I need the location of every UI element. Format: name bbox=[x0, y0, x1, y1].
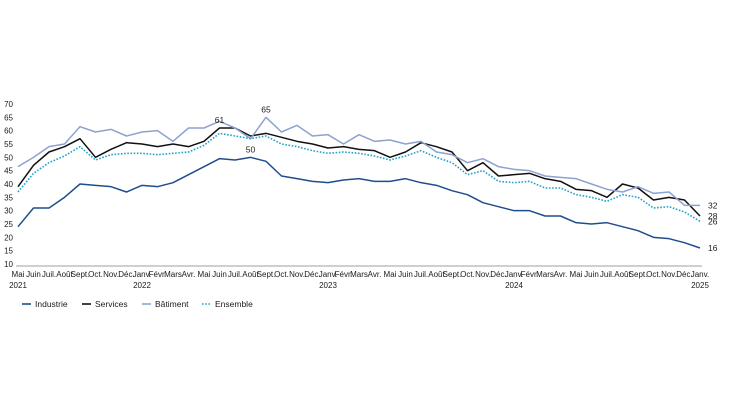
data-label: 16 bbox=[708, 243, 718, 253]
y-tick-label: 15 bbox=[4, 247, 13, 256]
y-tick-label: 25 bbox=[4, 220, 13, 229]
x-tick-label: Juil. bbox=[600, 270, 614, 279]
x-tick-label: Juin bbox=[584, 270, 599, 279]
x-tick-label: Févr. bbox=[149, 270, 167, 279]
x-tick-label: Sept. bbox=[257, 270, 276, 279]
data-label: 32 bbox=[708, 200, 718, 210]
x-tick-label: Juin bbox=[212, 270, 227, 279]
data-label: 65 bbox=[261, 104, 271, 114]
x-tick-label: Janv. bbox=[691, 270, 710, 279]
y-tick-label: 40 bbox=[4, 180, 13, 189]
y-tick-label: 45 bbox=[4, 167, 13, 176]
year-label: 2023 bbox=[319, 281, 337, 290]
x-tick-label: Avr. bbox=[554, 270, 568, 279]
series-line-industrie bbox=[17, 156, 701, 249]
y-tick-label: 65 bbox=[4, 113, 13, 122]
series-line-services bbox=[17, 127, 701, 217]
x-tick-label: Mai bbox=[198, 270, 211, 279]
x-tick-label: Janv. bbox=[133, 270, 152, 279]
y-tick-label: 60 bbox=[4, 127, 13, 136]
x-tick-label: Oct. bbox=[460, 270, 475, 279]
x-tick-label: Juil. bbox=[414, 270, 428, 279]
data-label: 26 bbox=[708, 216, 718, 226]
y-tick-label: 50 bbox=[4, 153, 13, 162]
y-tick-label: 30 bbox=[4, 207, 13, 216]
series-line-ensemble bbox=[17, 132, 701, 223]
data-label: 50 bbox=[246, 144, 256, 154]
year-label: 2024 bbox=[505, 281, 523, 290]
y-tick-label: 70 bbox=[4, 100, 13, 109]
x-tick-label: Nov. bbox=[661, 270, 677, 279]
y-tick-label: 35 bbox=[4, 193, 13, 202]
x-tick-label: Mai bbox=[570, 270, 583, 279]
x-tick-label: Déc. bbox=[118, 270, 134, 279]
x-tick-label: Mai bbox=[384, 270, 397, 279]
x-tick-label: Mai bbox=[12, 270, 25, 279]
x-tick-label: Janv. bbox=[319, 270, 338, 279]
y-tick-label: 55 bbox=[4, 140, 13, 149]
x-tick-label: Févr. bbox=[521, 270, 539, 279]
legend-label-services: Services bbox=[95, 299, 128, 309]
y-tick-label: 10 bbox=[4, 260, 13, 269]
x-tick-label: Juil. bbox=[228, 270, 242, 279]
x-tick-label: Avr. bbox=[368, 270, 382, 279]
x-tick-label: Oct. bbox=[274, 270, 289, 279]
x-tick-label: Nov. bbox=[289, 270, 305, 279]
legend-label-batiment: Bâtiment bbox=[155, 299, 189, 309]
x-tick-label: Janv. bbox=[505, 270, 524, 279]
legend: Industrie Services Bâtiment Ensemble bbox=[22, 299, 253, 309]
x-tick-label: Déc. bbox=[676, 270, 692, 279]
data-label: 61 bbox=[215, 115, 225, 125]
data-label: 28 bbox=[708, 211, 718, 221]
x-tick-label: Mars bbox=[164, 270, 182, 279]
x-tick-label: Juil. bbox=[42, 270, 56, 279]
x-tick-label: Juin bbox=[26, 270, 41, 279]
year-label: 2022 bbox=[133, 281, 151, 290]
x-tick-label: Août bbox=[242, 270, 259, 279]
legend-label-industrie: Industrie bbox=[35, 299, 68, 309]
x-tick-label: Sept. bbox=[629, 270, 648, 279]
x-tick-label: Nov. bbox=[475, 270, 491, 279]
series-line-batiment bbox=[17, 116, 700, 207]
x-tick-label: Oct. bbox=[88, 270, 103, 279]
x-tick-label: Sept. bbox=[71, 270, 90, 279]
y-tick-label: 20 bbox=[4, 233, 13, 242]
year-label: 2021 bbox=[9, 281, 27, 290]
year-label: 2025 bbox=[691, 281, 709, 290]
x-tick-label: Août bbox=[56, 270, 73, 279]
x-tick-label: Févr. bbox=[335, 270, 353, 279]
x-tick-label: Avr. bbox=[182, 270, 196, 279]
series-layer bbox=[17, 116, 701, 249]
x-tick-label: Oct. bbox=[646, 270, 661, 279]
x-tick-label: Déc. bbox=[304, 270, 320, 279]
x-tick-label: Juin bbox=[398, 270, 413, 279]
x-tick-label: Sept. bbox=[443, 270, 462, 279]
x-tick-label: Août bbox=[428, 270, 445, 279]
x-tick-label: Mars bbox=[350, 270, 368, 279]
x-tick-label: Mars bbox=[536, 270, 554, 279]
x-tick-label: Nov. bbox=[103, 270, 119, 279]
x-tick-label: Déc. bbox=[490, 270, 506, 279]
legend-label-ensemble: Ensemble bbox=[215, 299, 253, 309]
x-tick-label: Août bbox=[614, 270, 631, 279]
